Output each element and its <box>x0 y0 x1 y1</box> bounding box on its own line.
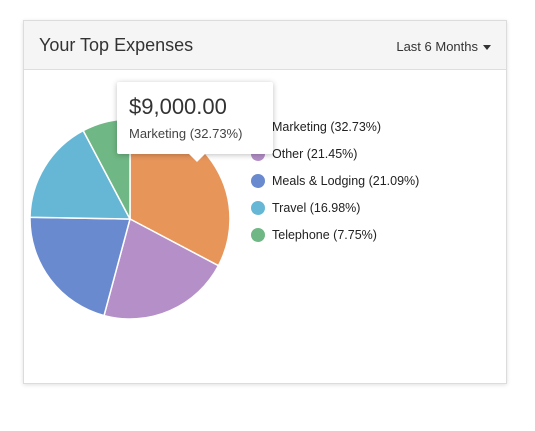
legend-item-marketing[interactable]: Marketing (32.73%) <box>251 113 419 140</box>
time-range-dropdown[interactable]: Last 6 Months <box>396 39 491 54</box>
time-range-label: Last 6 Months <box>396 39 478 54</box>
legend-swatch <box>251 200 265 215</box>
legend-swatch <box>251 173 265 188</box>
card-header: Your Top Expenses Last 6 Months <box>24 21 506 70</box>
pie-slice-travel[interactable] <box>29 129 132 220</box>
pie-slice-meals-lodging[interactable] <box>29 216 131 317</box>
legend-label: Meals & Lodging (21.09%) <box>272 173 420 188</box>
legend-swatch <box>251 227 265 242</box>
legend-label: Travel (16.98%) <box>272 200 361 215</box>
legend-label: Other (21.45%) <box>272 146 358 161</box>
legend-label: Telephone (7.75%) <box>272 227 377 242</box>
chart-legend: Marketing (32.73%) Other (21.45%) Meals … <box>251 113 419 248</box>
legend-item-telephone[interactable]: Telephone (7.75%) <box>251 221 419 248</box>
tooltip-label: Marketing (32.73%) <box>129 126 243 141</box>
pie-slice-other[interactable] <box>103 217 220 320</box>
card-title: Your Top Expenses <box>39 35 194 55</box>
tooltip-amount: $9,000.00 <box>129 94 227 119</box>
legend-item-travel[interactable]: Travel (16.98%) <box>251 194 419 221</box>
chart-tooltip: $9,000.00 Marketing (32.73%) <box>117 82 273 162</box>
legend-item-other[interactable]: Other (21.45%) <box>251 140 419 167</box>
legend-label: Marketing (32.73%) <box>272 119 382 134</box>
caret-down-icon <box>483 45 491 50</box>
legend-item-meals-lodging[interactable]: Meals & Lodging (21.09%) <box>251 167 419 194</box>
